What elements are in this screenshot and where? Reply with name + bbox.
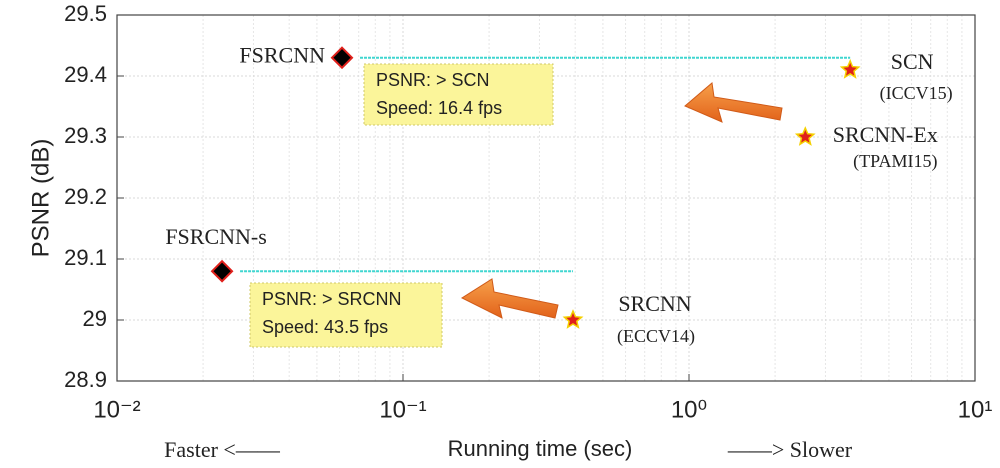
point-label: SRCNN-Ex	[833, 122, 938, 147]
annotation-text: PSNR: > SCN	[376, 70, 490, 90]
annotation-text: Speed: 43.5 fps	[262, 317, 388, 337]
y-axis-label: PSNR (dB)	[27, 139, 54, 258]
annotation-text: PSNR: > SRCNN	[262, 289, 402, 309]
annotation-text: Speed: 16.4 fps	[376, 98, 502, 118]
point	[210, 259, 234, 283]
x-axis-note: Faster <——	[164, 437, 281, 462]
point-note: (TPAMI15)	[853, 151, 937, 172]
y-tick-label: 28.9	[64, 367, 107, 392]
y-tick-label: 29.2	[64, 184, 107, 209]
x-tick-label: 10⁻²	[93, 396, 140, 423]
point	[330, 46, 354, 70]
point-note: (ECCV14)	[617, 326, 695, 347]
annotation-box	[249, 282, 443, 348]
y-tick-label: 29.4	[64, 62, 107, 87]
x-tick-label: 10¹	[958, 396, 993, 423]
arrow	[684, 82, 783, 123]
y-tick-label: 29.5	[64, 1, 107, 26]
x-tick-label: 10⁻¹	[379, 396, 426, 423]
annotation-box	[363, 63, 554, 126]
arrow	[460, 278, 559, 319]
x-axis-label: Running time (sec)	[448, 436, 633, 461]
x-tick-label: 10⁰	[671, 396, 707, 423]
point-note: (ICCV15)	[880, 83, 953, 104]
point-label: FSRCNN-s	[165, 224, 266, 249]
point	[839, 58, 861, 79]
y-tick-label: 29	[83, 306, 107, 331]
point	[562, 309, 584, 329]
point-label: SCN	[891, 49, 934, 74]
y-tick-label: 29.1	[64, 245, 107, 270]
y-tick-label: 29.3	[64, 123, 107, 148]
point	[794, 126, 816, 146]
point-label: FSRCNN	[239, 43, 325, 68]
point-label: SRCNN	[618, 291, 691, 316]
x-axis-note: ——> Slower	[727, 437, 853, 462]
